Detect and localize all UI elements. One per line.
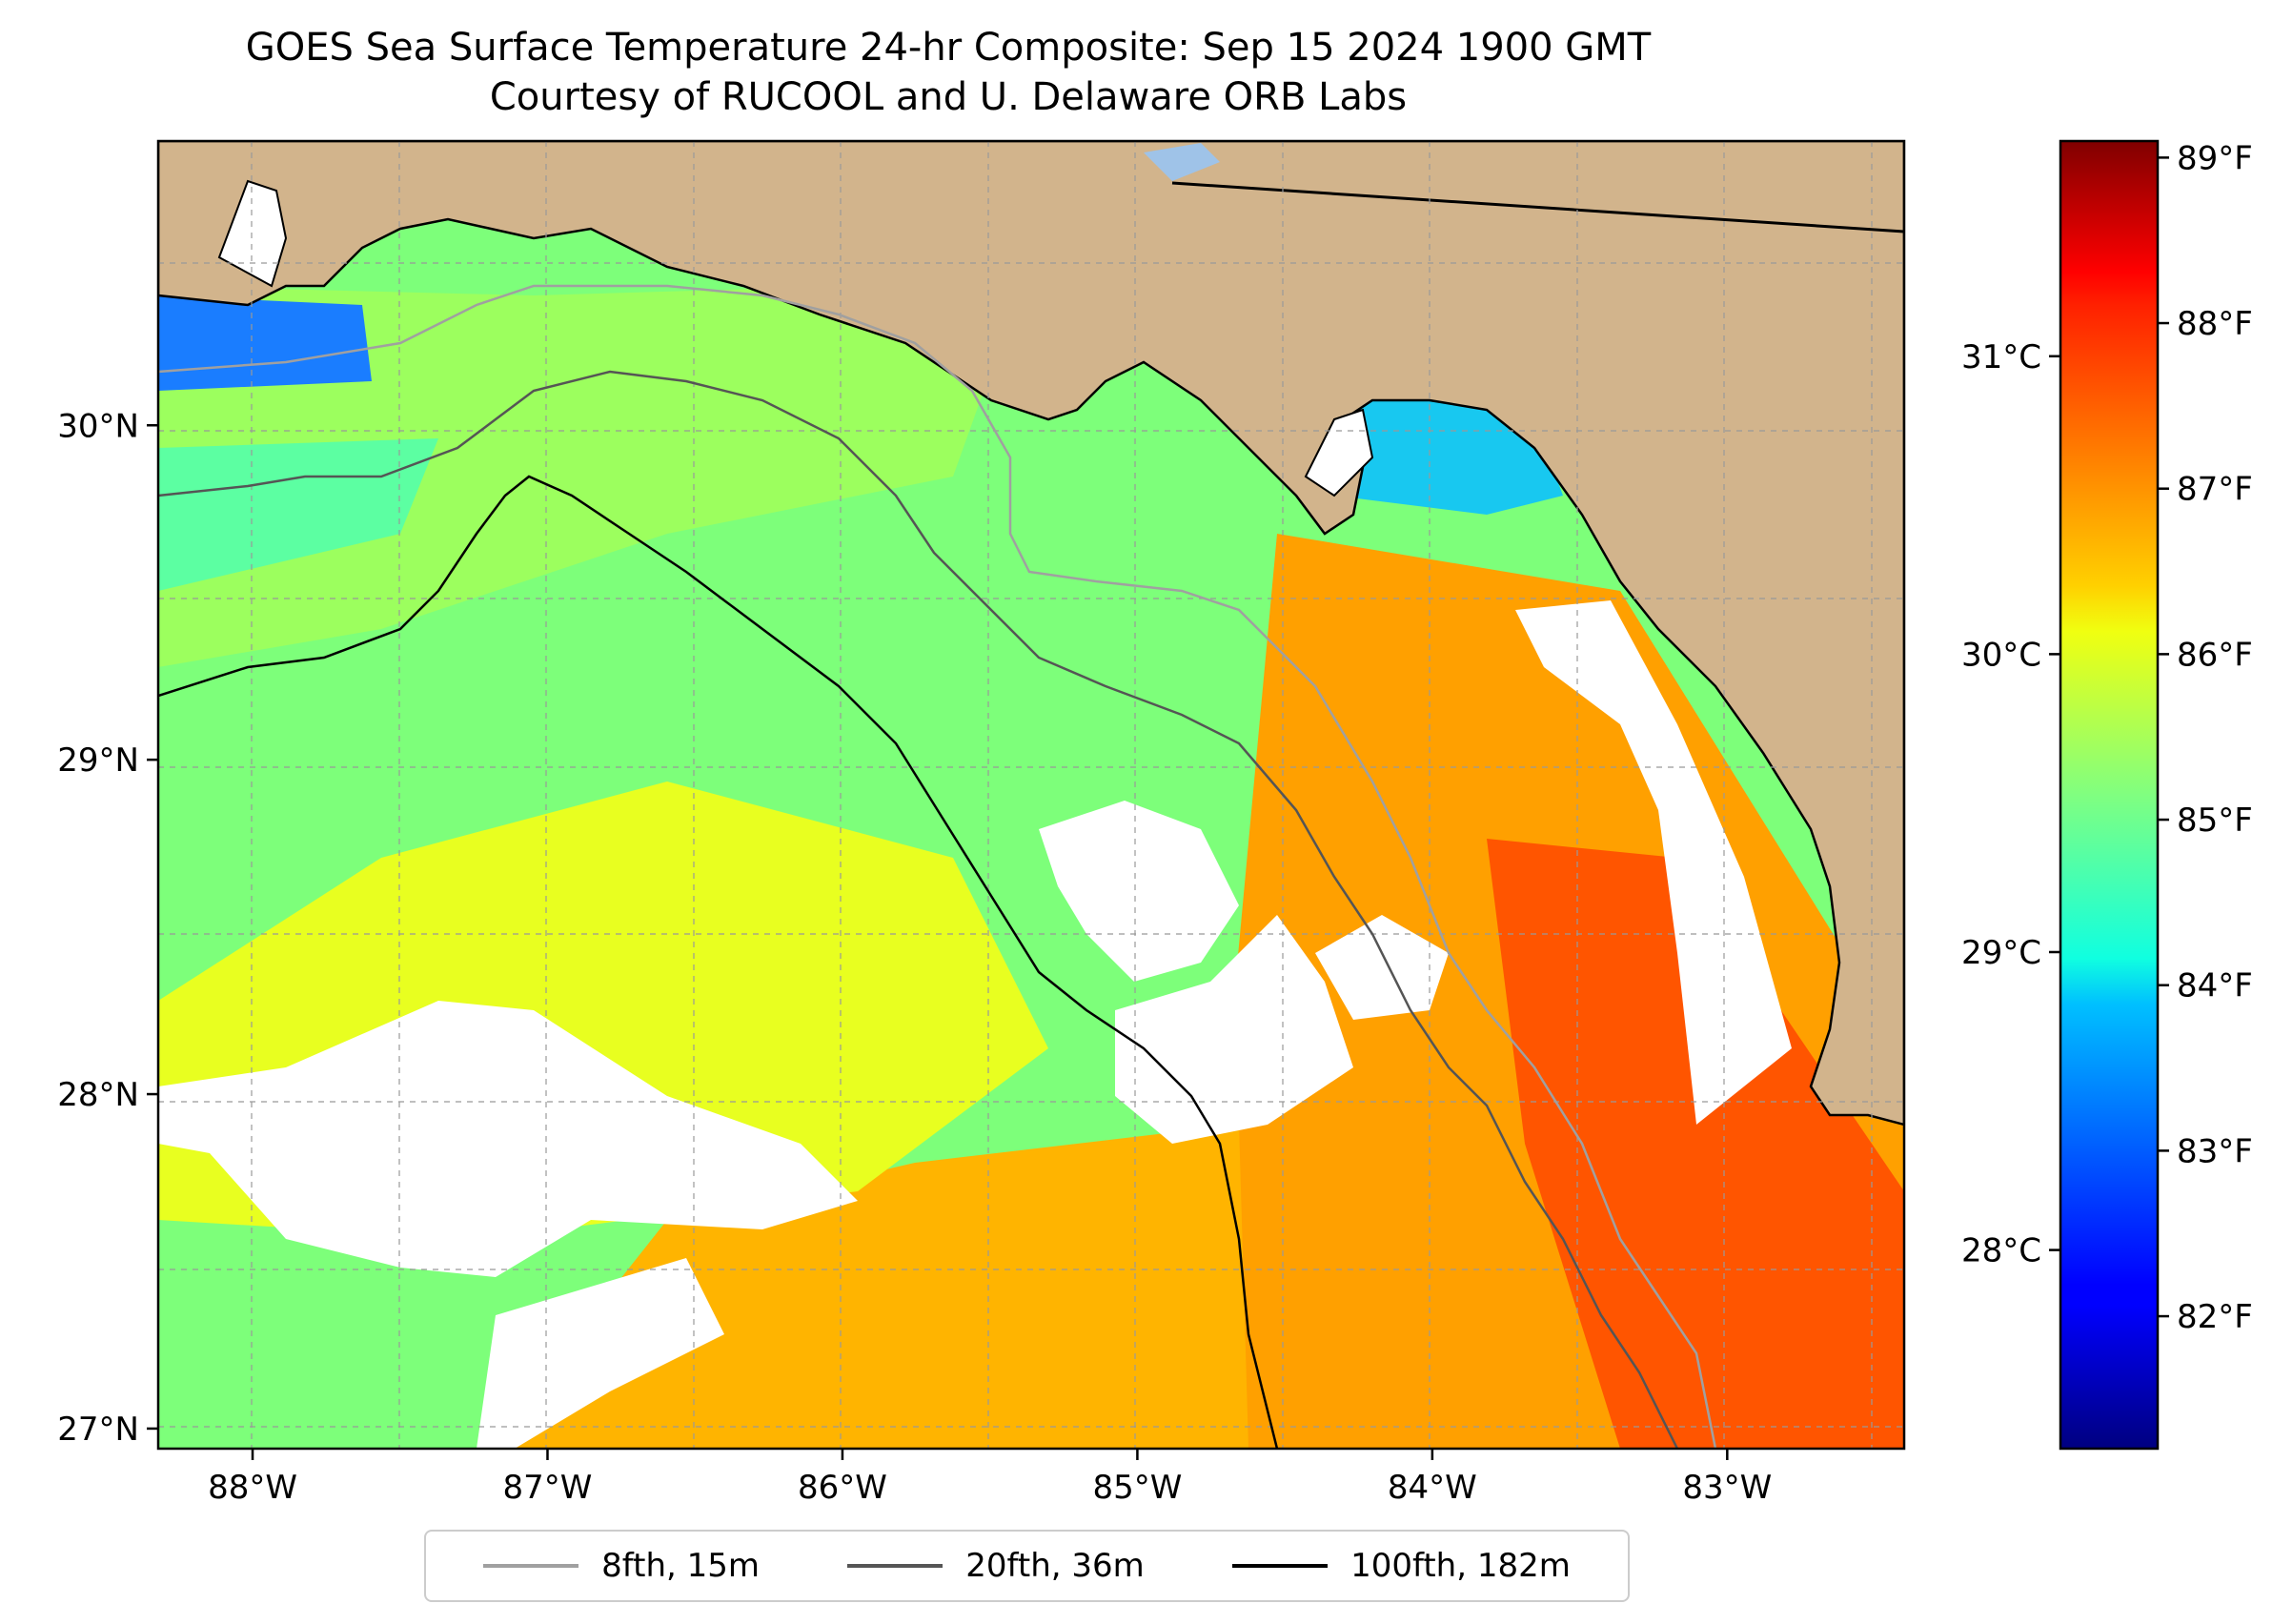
f-tick-label: 83°F	[2177, 1132, 2253, 1170]
colorbar-fahrenheit-axis: 82°F 83°F 84°F 85°F 86°F 87°F 88°F 89°F	[2158, 139, 2253, 1336]
sst-cold-northwest	[158, 295, 372, 391]
isobath-100fth	[158, 475, 1279, 1449]
map-area	[158, 141, 1904, 1449]
isobath-legend: 8fth, 15m 20fth, 36m 100fth, 182m	[424, 1530, 1630, 1602]
map-frame	[156, 139, 1906, 1451]
inland-lake	[1144, 143, 1220, 181]
c-tick-label: 30°C	[1961, 636, 2041, 674]
f-tick-label: 86°F	[2177, 636, 2253, 674]
title-line-1: GOES Sea Surface Temperature 24-hr Compo…	[245, 26, 1652, 70]
lon-tick-label: 88°W	[208, 1469, 297, 1507]
f-tick-label: 85°F	[2177, 802, 2253, 840]
lon-tick-label: 87°W	[503, 1469, 593, 1507]
legend-item-8fth: 8fth, 15m	[483, 1547, 760, 1585]
lon-tick-label: 84°W	[1388, 1469, 1477, 1507]
land-coastline	[158, 141, 1904, 1127]
map-title: GOES Sea Surface Temperature 24-hr Compo…	[0, 23, 1897, 122]
c-tick-label: 29°C	[1961, 934, 2041, 972]
lat-tick-label: 27°N	[57, 1411, 139, 1449]
lon-tick-label: 83°W	[1682, 1469, 1772, 1507]
legend-swatch-100fth	[1232, 1564, 1329, 1568]
cloud-patch-south	[477, 1258, 724, 1449]
cloud-patch-coastal	[1515, 600, 1792, 1125]
legend-label-20fth: 20fth, 36m	[965, 1547, 1145, 1585]
cloud-patch-southwest	[158, 1001, 858, 1277]
isobath-8fth	[158, 284, 1717, 1449]
c-tick-label: 31°C	[1961, 338, 2041, 376]
sst-warm-south	[486, 1125, 1248, 1449]
lon-tick-label: 85°W	[1092, 1469, 1182, 1507]
legend-swatch-20fth	[847, 1564, 944, 1568]
lat-tick-label: 30°N	[57, 407, 139, 445]
legend-label-100fth: 100fth, 182m	[1350, 1547, 1571, 1585]
legend-label-8fth: 8fth, 15m	[601, 1547, 761, 1585]
lat-tick-label: 29°N	[57, 741, 139, 780]
lat-tick-label: 28°N	[57, 1076, 139, 1114]
f-tick-label: 82°F	[2177, 1298, 2253, 1336]
lat-axis: 27°N 28°N 29°N 30°N	[57, 407, 158, 1449]
colorbar	[2059, 139, 2160, 1451]
f-tick-label: 88°F	[2177, 305, 2253, 343]
state-border	[1171, 181, 1904, 233]
cloud-patch-bigbend	[1315, 915, 1449, 1020]
mobile-bay	[217, 179, 288, 288]
lon-axis: 88°W 87°W 86°W 85°W 84°W 83°W	[208, 1449, 1772, 1507]
gridlines	[158, 141, 1904, 1449]
legend-item-20fth: 20fth, 36m	[847, 1547, 1145, 1585]
apalachee-bay	[1304, 408, 1374, 497]
isobath-20fth	[158, 370, 1679, 1449]
legend-item-100fth: 100fth, 182m	[1232, 1547, 1571, 1585]
lon-tick-label: 86°W	[798, 1469, 887, 1507]
cloud-patch-offshore	[1115, 915, 1353, 1144]
colorbar-celsius-axis: 28°C 29°C 30°C 31°C	[1961, 338, 2060, 1270]
cloud-patch-central	[1039, 801, 1239, 982]
title-line-2: Courtesy of RUCOOL and U. Delaware ORB L…	[489, 75, 1408, 119]
f-tick-label: 89°F	[2177, 139, 2253, 177]
f-tick-label: 87°F	[2177, 471, 2253, 509]
c-tick-label: 28°C	[1961, 1232, 2041, 1270]
legend-swatch-8fth	[483, 1564, 579, 1568]
f-tick-label: 84°F	[2177, 967, 2253, 1005]
